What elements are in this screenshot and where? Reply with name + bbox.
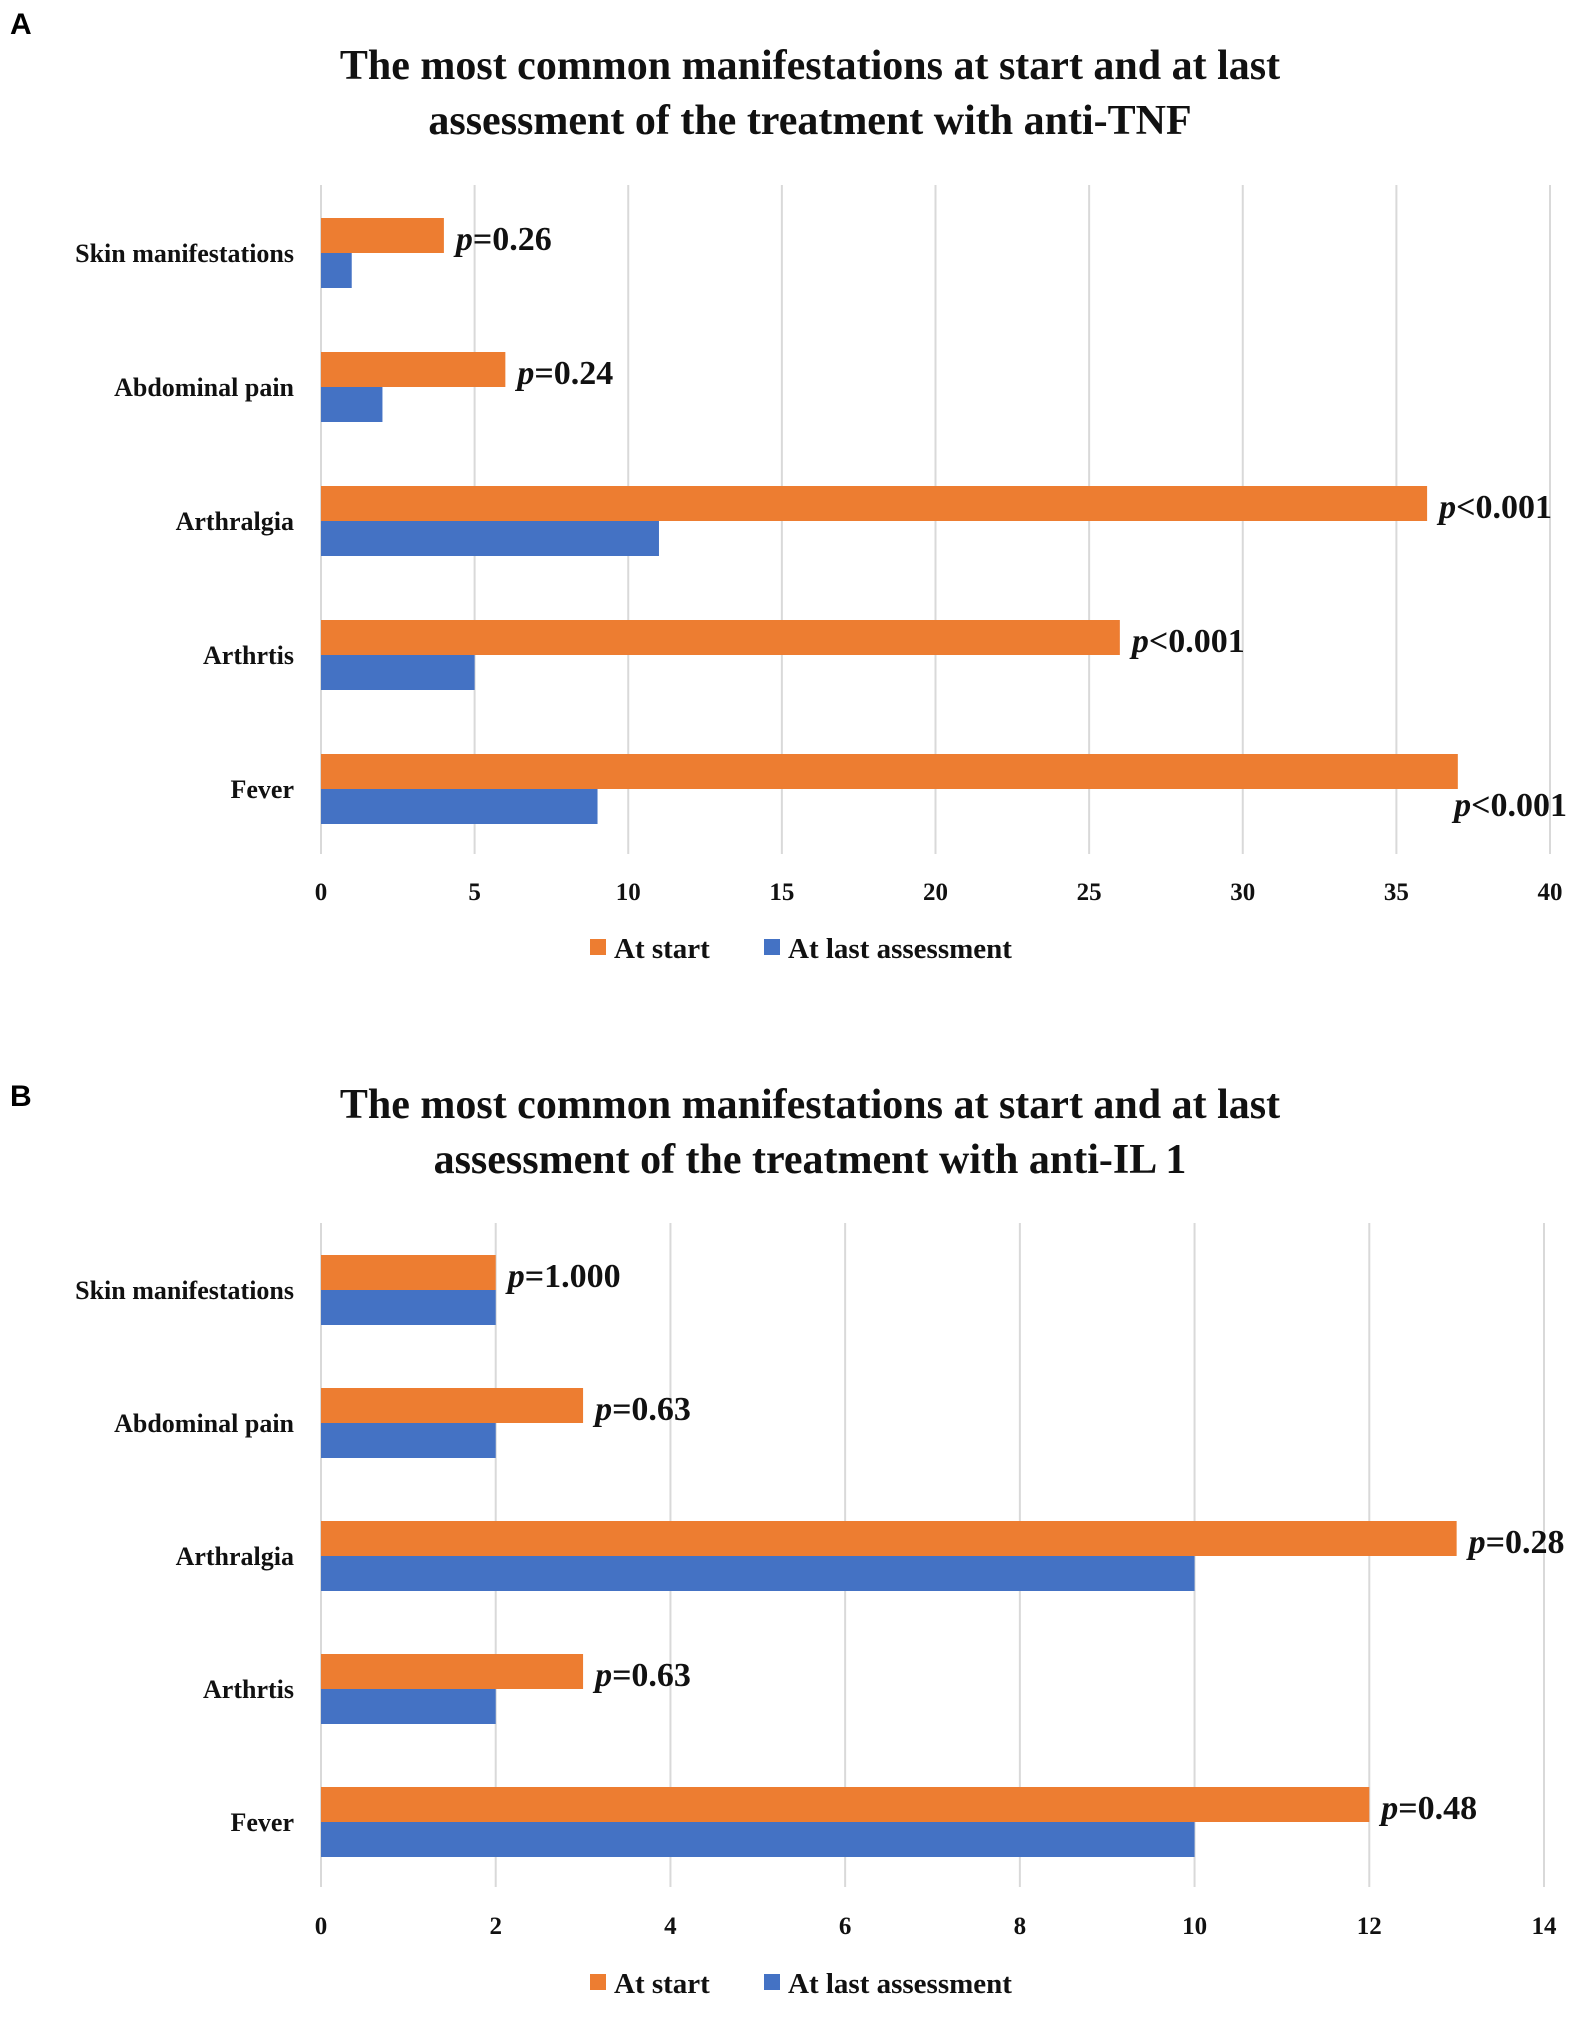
bar-at-last-assessment: [321, 521, 659, 556]
panel-letter: A: [10, 8, 32, 41]
p-value-label: p=0.48: [1378, 1790, 1477, 1827]
x-tick-label: 4: [664, 1913, 677, 1940]
x-tick-label: 35: [1384, 879, 1409, 906]
p-value-label: p=0.63: [592, 1391, 691, 1428]
category-label: Arthralgia: [176, 1542, 294, 1571]
chart-title-line-2: assessment of the treatment with anti-TN…: [428, 98, 1191, 144]
bar-at-last-assessment: [321, 789, 598, 824]
category-label: Arthralgia: [176, 507, 294, 536]
p-value-label: p=0.28: [1466, 1524, 1565, 1561]
legend-swatch-at-start: [590, 1974, 606, 1990]
bar-at-last-assessment: [321, 387, 383, 422]
plot-area: Skin manifestations p=1.000 Abdominal pain…: [75, 1223, 1565, 2000]
bar-at-start: [321, 1787, 1370, 1822]
x-tick-label: 15: [769, 879, 794, 906]
bar-at-start: [321, 754, 1458, 789]
legend-label-at-start: At start: [614, 1968, 710, 2000]
legend-swatch-at-start: [590, 939, 606, 955]
bar-at-start: [321, 620, 1120, 655]
bar-at-start: [321, 352, 506, 387]
plot-area: Skin manifestations p=0.26 Abdominal pain p…: [75, 185, 1567, 965]
x-tick-label: 20: [923, 879, 948, 906]
p-value-label: p=0.24: [514, 355, 613, 392]
p-value-label: p<0.001: [1436, 489, 1552, 526]
bar-at-start: [321, 486, 1428, 521]
x-tick-label: 10: [616, 879, 641, 906]
category-label: Arthrtis: [203, 1675, 294, 1704]
category-label: Arthrtis: [203, 641, 294, 670]
bar-at-last-assessment: [321, 1689, 496, 1724]
legend-label-at-last-assessment: At last assessment: [788, 933, 1012, 965]
legend-swatch-at-last-assessment: [764, 939, 780, 955]
x-tick-label: 5: [468, 879, 481, 906]
category-label: Fever: [230, 1808, 294, 1837]
x-tick-label: 2: [489, 1913, 502, 1940]
legend-label-at-start: At start: [614, 933, 710, 965]
category-label: Fever: [230, 775, 294, 804]
legend-label-at-last-assessment: At last assessment: [788, 1968, 1012, 2000]
p-value-label: p<0.001: [1451, 787, 1567, 824]
panel-b: B The most common manifestations at star…: [10, 1080, 1565, 2000]
x-tick-label: 30: [1230, 879, 1255, 906]
bar-at-start: [321, 218, 444, 253]
p-value-label: p<0.001: [1129, 623, 1245, 660]
category-label: Skin manifestations: [75, 1276, 294, 1305]
x-tick-label: 0: [315, 1913, 328, 1940]
category-label: Abdominal pain: [114, 373, 294, 402]
bar-at-start: [321, 1255, 496, 1290]
bar-at-last-assessment: [321, 253, 352, 288]
x-tick-label: 6: [839, 1913, 852, 1940]
bar-at-start: [321, 1388, 584, 1423]
category-label: Abdominal pain: [114, 1409, 294, 1438]
bar-at-last-assessment: [321, 1423, 496, 1458]
x-tick-label: 12: [1357, 1913, 1382, 1940]
x-tick-label: 10: [1182, 1913, 1207, 1940]
bar-at-last-assessment: [321, 1556, 1195, 1591]
panel-letter: B: [10, 1080, 32, 1113]
chart-title-line-2: assessment of the treatment with anti-IL…: [434, 1137, 1187, 1183]
bar-at-start: [321, 1521, 1457, 1556]
bar-at-last-assessment: [321, 1290, 496, 1325]
p-value-label: p=0.63: [592, 1657, 691, 1694]
bar-at-start: [321, 1654, 584, 1689]
x-tick-label: 40: [1538, 879, 1563, 906]
p-value-label: p=0.26: [453, 221, 552, 258]
x-tick-label: 0: [315, 879, 328, 906]
category-label: Skin manifestations: [75, 239, 294, 268]
bar-at-last-assessment: [321, 1822, 1195, 1857]
legend-swatch-at-last-assessment: [764, 1974, 780, 1990]
panel-a: A The most common manifestations at star…: [10, 8, 1567, 965]
x-tick-label: 14: [1532, 1913, 1558, 1940]
chart-title-line-1: The most common manifestations at start …: [340, 43, 1280, 89]
chart-title-line-1: The most common manifestations at start …: [340, 1082, 1280, 1128]
x-tick-label: 8: [1014, 1913, 1027, 1940]
bar-at-last-assessment: [321, 655, 475, 690]
x-tick-label: 25: [1077, 879, 1102, 906]
p-value-label: p=1.000: [505, 1258, 621, 1295]
